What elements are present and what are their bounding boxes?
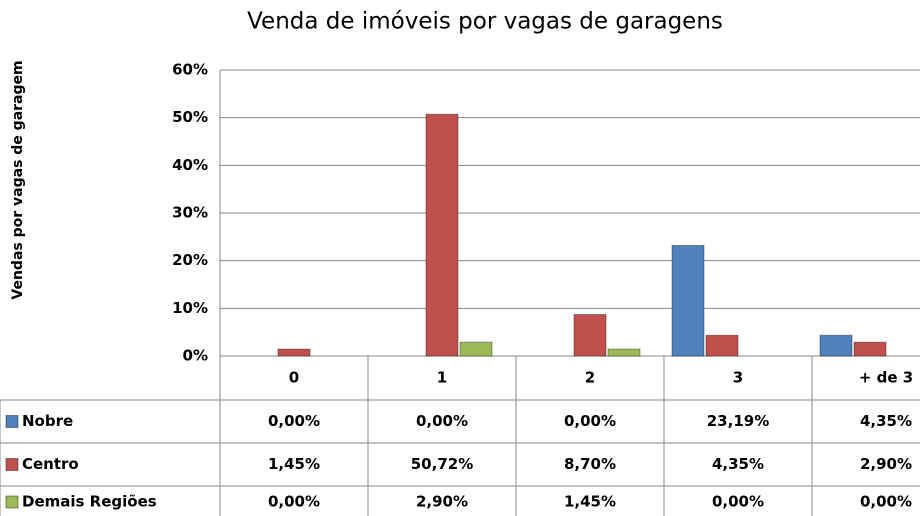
x-tick-label: 2 [585, 369, 595, 387]
table-cell: 1,45% [564, 493, 616, 511]
bar [607, 348, 641, 357]
bar [853, 341, 887, 357]
legend-label: Demais Regiões [22, 493, 157, 511]
chart-title: Venda de imóveis por vagas de garagens [247, 9, 723, 35]
y-tick-label: 0% [183, 347, 208, 365]
x-tick-label: + de 3 [859, 369, 913, 387]
bar [459, 341, 493, 357]
bar [671, 244, 705, 357]
x-tick-label: 1 [437, 369, 447, 387]
bar [819, 334, 853, 357]
bar [425, 113, 459, 357]
bar [277, 348, 311, 357]
y-tick-label: 60% [172, 61, 208, 79]
y-tick-label: 10% [172, 299, 208, 317]
legend-key [5, 458, 19, 471]
x-tick-label: 3 [733, 369, 743, 387]
y-axis-label: Vendas por vagas de garagem [10, 60, 26, 299]
table-cell: 1,45% [268, 455, 320, 473]
table-cell: 50,72% [411, 455, 473, 473]
x-tick-label: 0 [289, 369, 299, 387]
table-cell: 8,70% [564, 455, 616, 473]
bar [573, 314, 607, 357]
bar [705, 334, 739, 357]
table-cell: 0,00% [268, 412, 320, 430]
y-tick-label: 50% [172, 108, 208, 126]
table-cell: 0,00% [416, 412, 468, 430]
legend-label: Centro [22, 455, 79, 473]
legend-key [5, 415, 19, 428]
table-cell: 23,19% [707, 412, 769, 430]
table-cell: 0,00% [712, 493, 764, 511]
table-cell: 0,00% [268, 493, 320, 511]
table-cell: 4,35% [860, 412, 912, 430]
legend-key [5, 495, 19, 509]
y-tick-label: 30% [172, 204, 208, 222]
table-cell: 0,00% [860, 493, 912, 511]
y-tick-label: 40% [172, 156, 208, 174]
legend-label: Nobre [22, 412, 73, 430]
table-cell: 0,00% [564, 412, 616, 430]
y-tick-label: 20% [172, 251, 208, 269]
table-cell: 2,90% [416, 493, 468, 511]
table-cell: 4,35% [712, 455, 764, 473]
table-cell: 2,90% [860, 455, 912, 473]
